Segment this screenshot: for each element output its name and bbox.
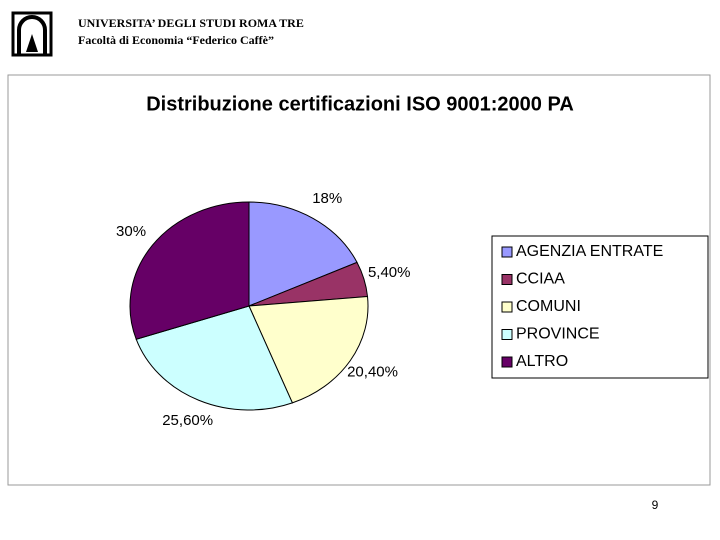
header-line: UNIVERSITA’ DEGLI STUDI ROMA TRE [78, 16, 304, 30]
legend-label: ALTRO [516, 353, 568, 370]
pie-slice [248, 295, 369, 404]
legend-label: COMUNI [516, 298, 581, 315]
legend-swatch [501, 274, 513, 285]
pie-slice [135, 305, 294, 411]
data-label: 18% [312, 190, 342, 207]
legend-swatch [501, 329, 513, 340]
pie-slice [129, 201, 250, 340]
page-number: 9 [652, 498, 659, 512]
data-label: 20,40% [347, 364, 398, 381]
data-label: 25,60% [162, 412, 213, 429]
legend-swatch [501, 246, 513, 258]
logo [11, 11, 53, 57]
legend-swatch [501, 356, 513, 368]
data-label: 30% [116, 223, 146, 240]
legend-label: CCIAA [516, 271, 565, 288]
data-label: 5,40% [368, 264, 411, 281]
pie-slice [248, 201, 358, 307]
legend-swatch [501, 301, 513, 313]
chart-title: Distribuzione certificazioni ISO 9001:20… [146, 93, 574, 115]
legend-box [491, 235, 709, 379]
header-line: Facoltà di Economia “Federico Caffè” [78, 33, 274, 47]
legend-label: AGENZIA ENTRATE [516, 243, 663, 260]
legend-label: PROVINCE [516, 326, 600, 343]
